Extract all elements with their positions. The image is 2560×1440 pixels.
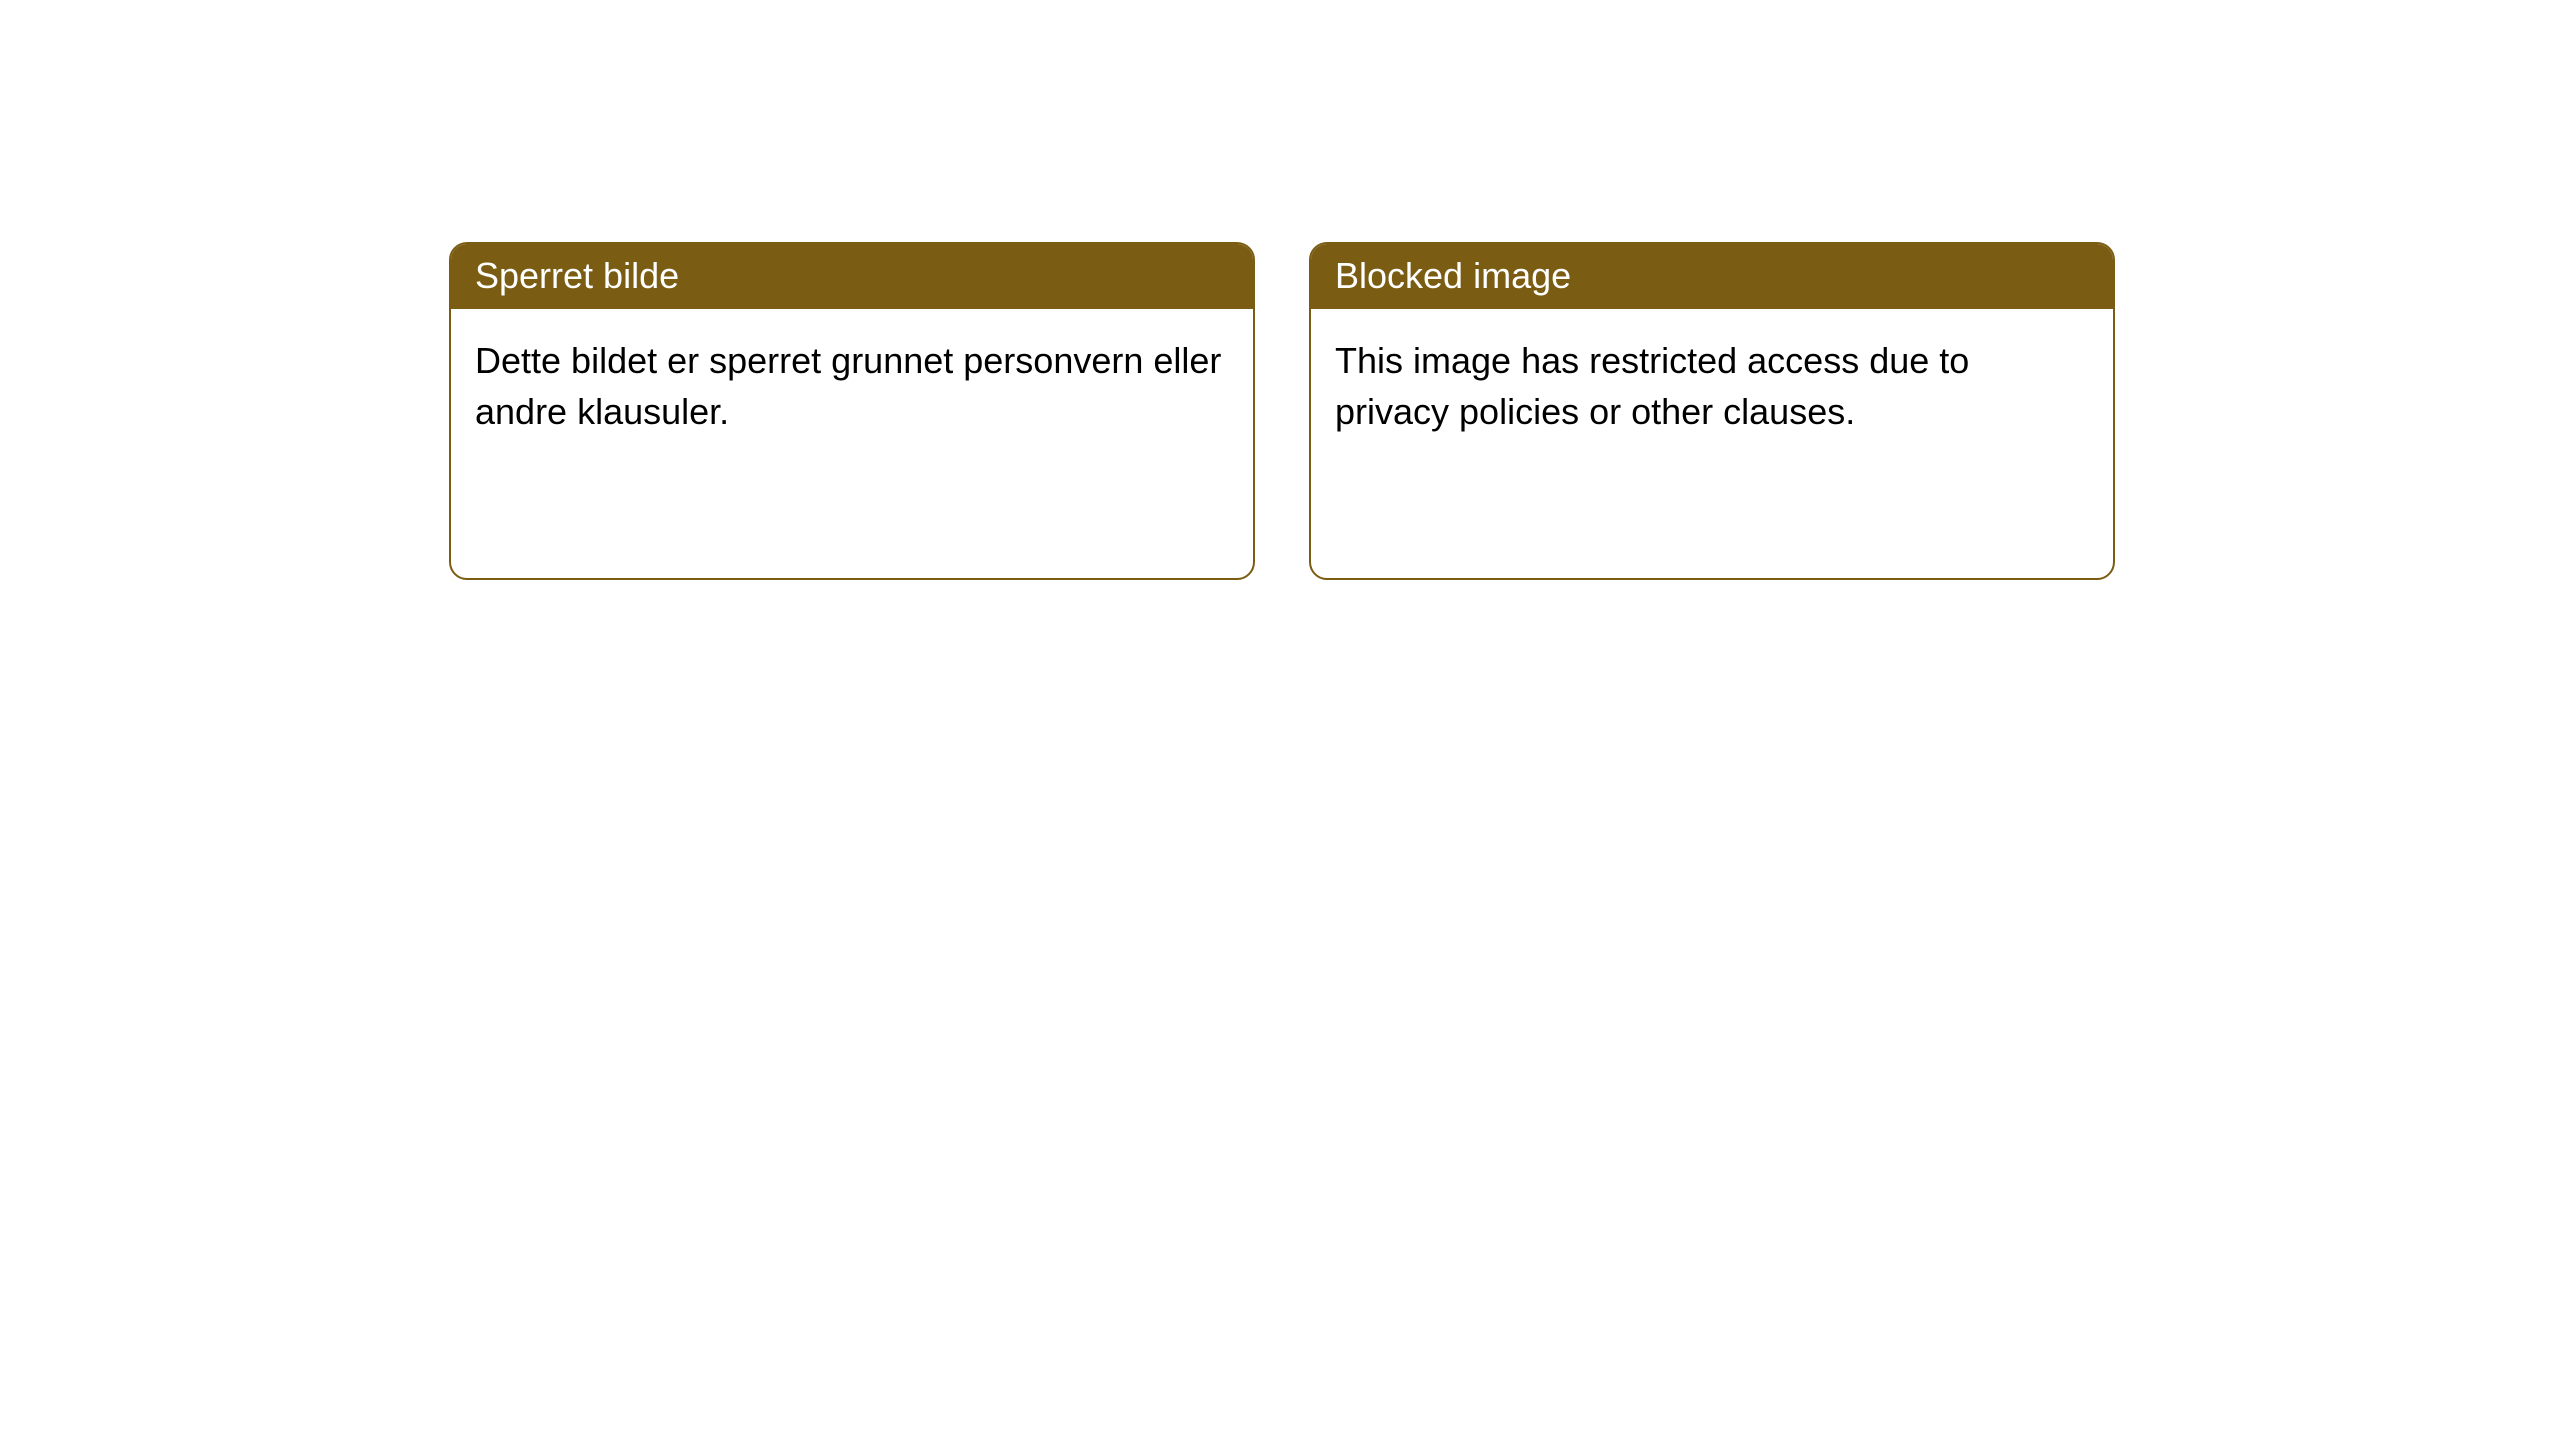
notice-body-no: Dette bildet er sperret grunnet personve… xyxy=(451,309,1253,463)
notice-box-no: Sperret bilde Dette bildet er sperret gr… xyxy=(449,242,1255,580)
notice-header-en: Blocked image xyxy=(1311,244,2113,309)
notices-container: Sperret bilde Dette bildet er sperret gr… xyxy=(449,242,2115,580)
notice-body-en: This image has restricted access due to … xyxy=(1311,309,2113,463)
notice-header-no: Sperret bilde xyxy=(451,244,1253,309)
notice-box-en: Blocked image This image has restricted … xyxy=(1309,242,2115,580)
